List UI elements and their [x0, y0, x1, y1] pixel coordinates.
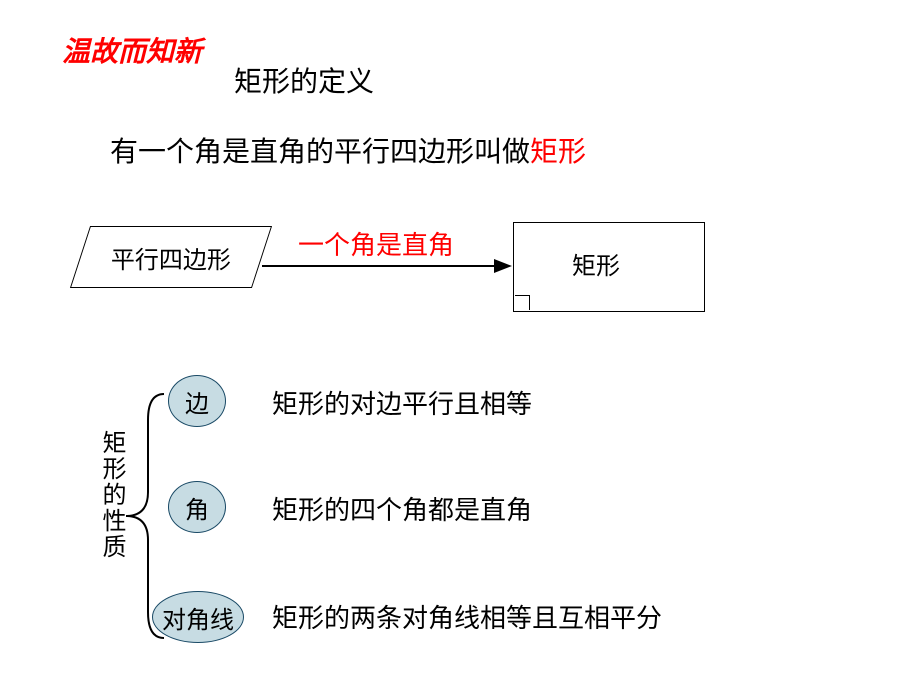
right-angle-icon	[515, 295, 530, 310]
property-text-edge: 矩形的对边平行且相等	[272, 384, 532, 421]
definition-highlight: 矩形	[530, 137, 586, 168]
definition-sentence: 有一个角是直角的平行四边形叫做矩形	[110, 130, 586, 170]
parallelogram-shape: 平行四边形	[70, 226, 272, 288]
review-heading: 温故而知新	[62, 30, 202, 70]
parallelogram-label: 平行四边形	[111, 240, 231, 275]
rectangle-label: 矩形	[572, 246, 620, 281]
property-tag-diagonal: 对角线	[152, 591, 244, 643]
page-title: 矩形的定义	[234, 60, 374, 100]
property-text-angle: 矩形的四个角都是直角	[272, 490, 532, 527]
property-tag-edge: 边	[168, 375, 226, 427]
definition-prefix: 有一个角是直角的平行四边形叫做	[110, 137, 530, 168]
arrow-icon	[262, 256, 512, 276]
property-text-diagonal: 矩形的两条对角线相等且互相平分	[272, 598, 662, 635]
property-tag-angle: 角	[168, 481, 226, 533]
